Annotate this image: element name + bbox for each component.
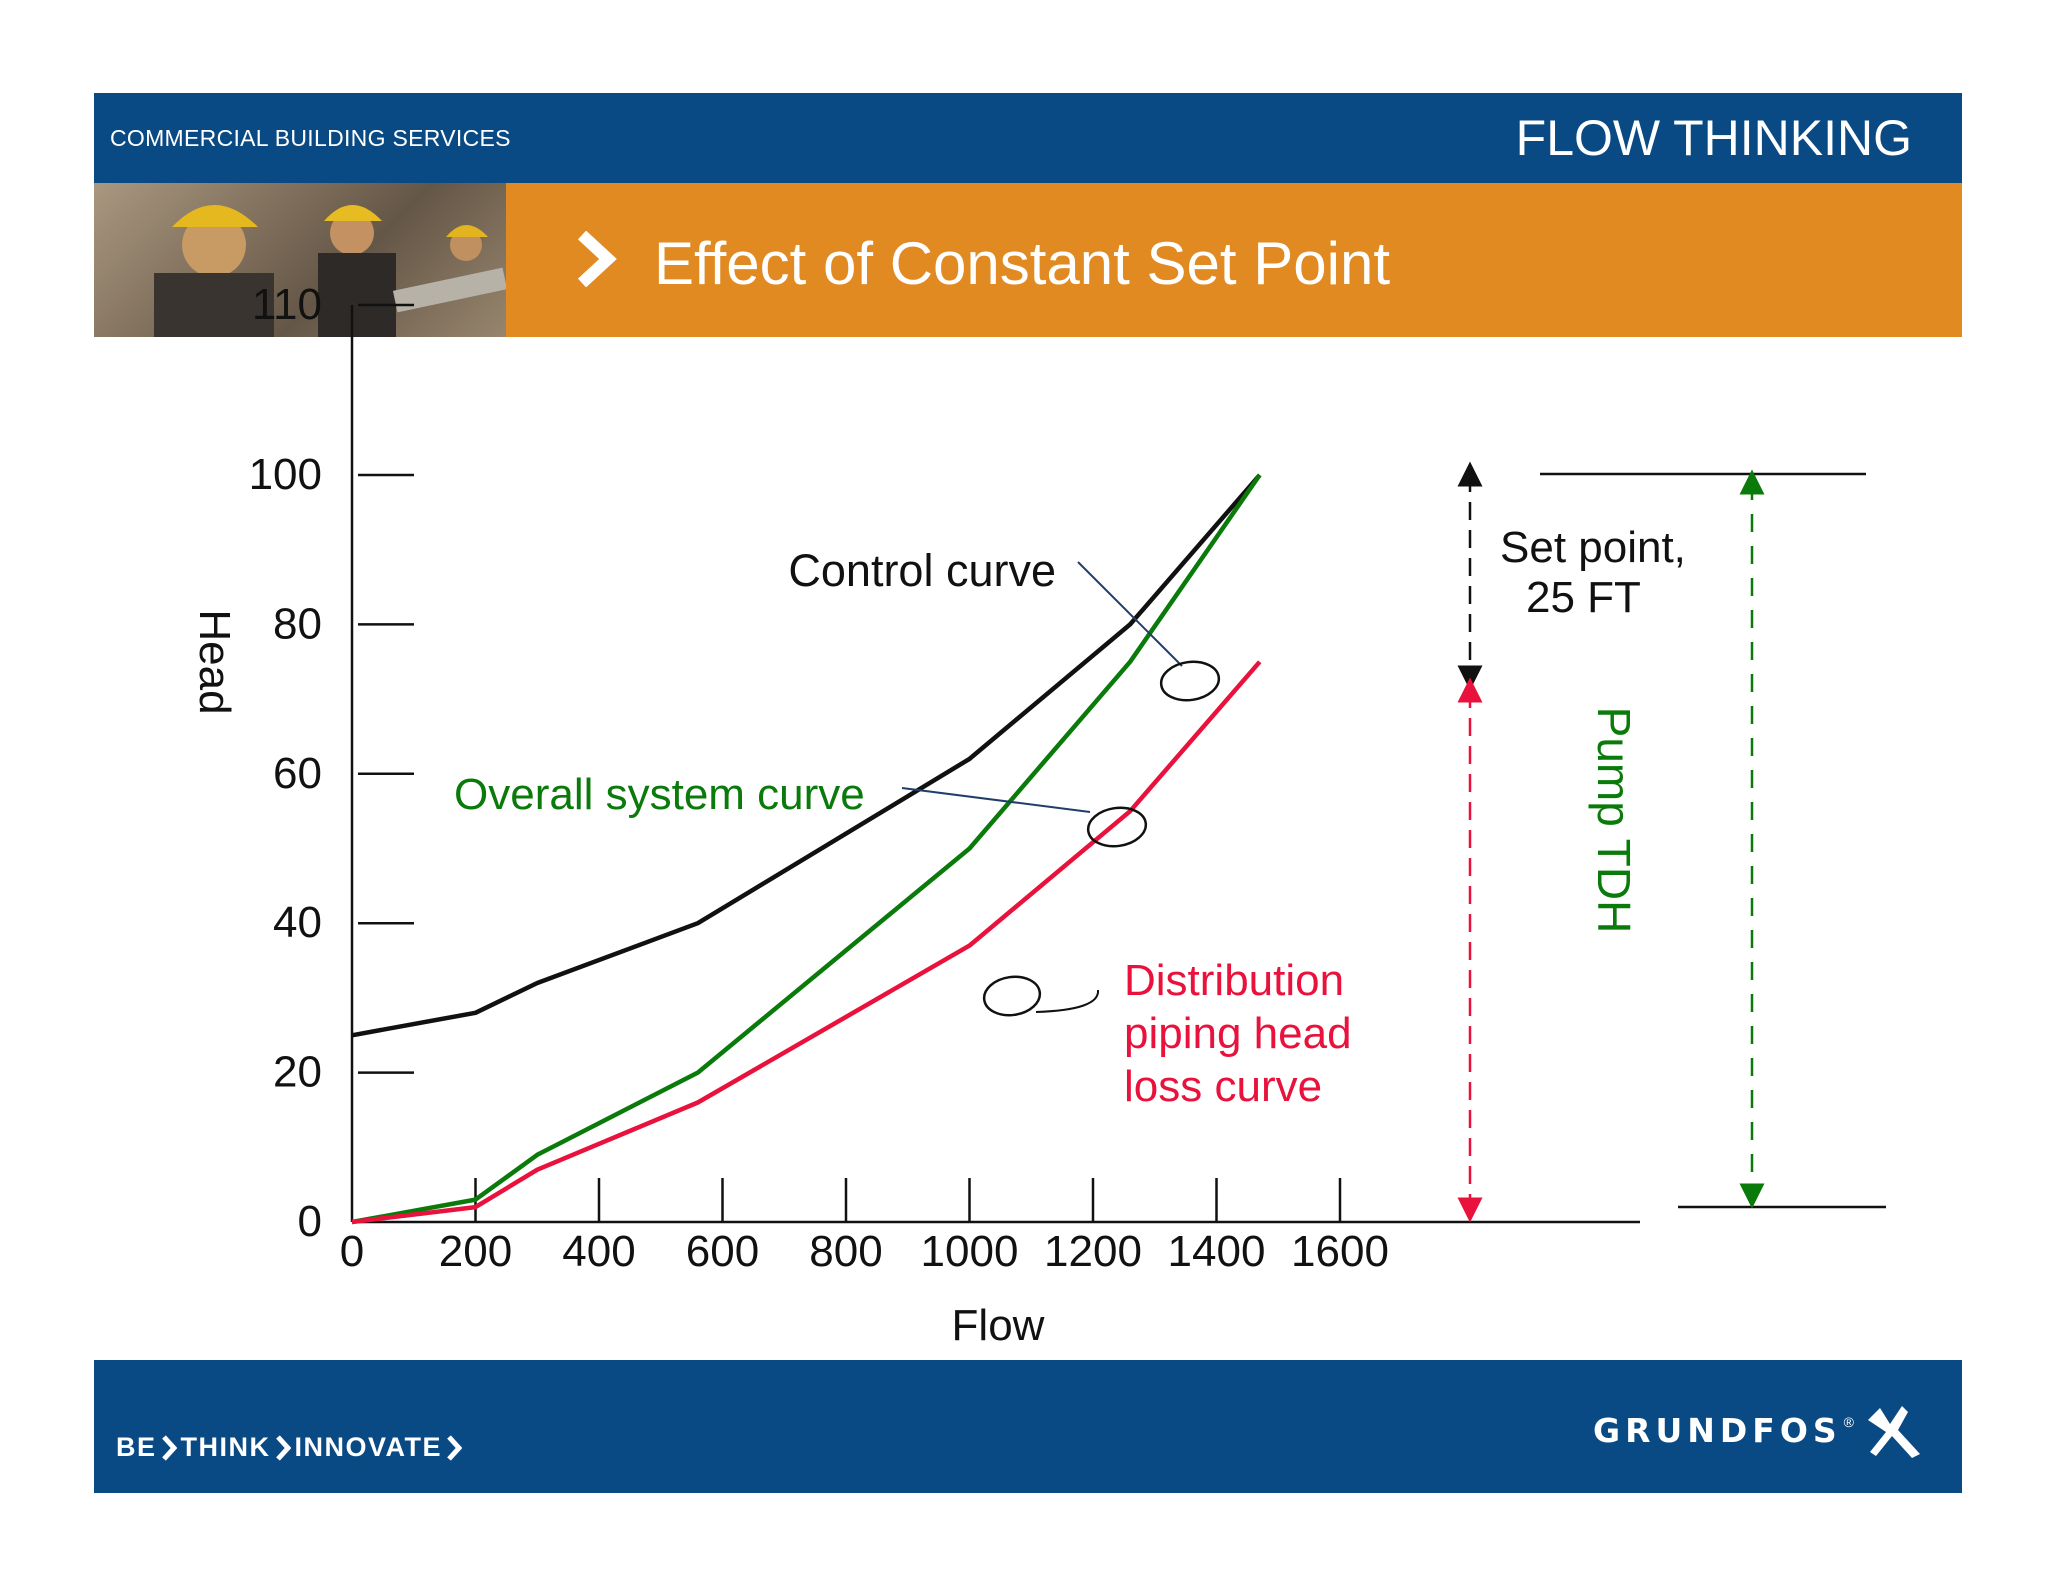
x-tick-label-1200: 1200 <box>1044 1227 1142 1276</box>
control-curve-callout: Control curve <box>788 545 1221 702</box>
set-point-label-line1: Set point, <box>1500 523 1686 572</box>
x-tick-label-200: 200 <box>439 1227 512 1276</box>
chevron-right-icon <box>577 231 617 287</box>
grundfos-logo: GRUNDFOS ® <box>1593 1400 1926 1460</box>
control-curve-line <box>351 473 1262 1038</box>
chevron-right-icon <box>447 1434 463 1461</box>
set-point-label-line2: 25 FT <box>1526 573 1641 622</box>
set-point-dimension: Set point, 25 FT <box>1457 461 1686 691</box>
header-brand-title: FLOW THINKING <box>1515 110 1912 166</box>
y-tick-label-100: 100 <box>249 450 322 499</box>
y-tick-label-20: 20 <box>273 1048 322 1097</box>
x-tick-label-1000: 1000 <box>921 1227 1019 1276</box>
x-tick-label-0: 0 <box>340 1227 364 1276</box>
registered-mark: ® <box>1843 1414 1854 1430</box>
title-band: Effect of Constant Set Point <box>94 183 1962 337</box>
y-tick-label-60: 60 <box>273 749 322 798</box>
slide-title: Effect of Constant Set Point <box>654 230 1390 297</box>
x-axis-title: Flow <box>952 1301 1045 1350</box>
y-axis-title: Head <box>190 609 239 714</box>
pump-tdh-dimension: Pump TDH <box>1540 469 1886 1209</box>
distribution-label-line1: Distribution <box>1124 956 1344 1005</box>
slogan: BE THINK INNOVATE <box>116 1432 466 1463</box>
chevron-right-icon <box>275 1434 291 1461</box>
distribution-label-line2: piping head <box>1124 1009 1352 1058</box>
system-curve-callout: Overall system curve <box>454 770 1148 848</box>
head-flow-chart: 0 20 40 60 80 100 110 0 200 400 600 800 1000 1200 140… <box>190 280 1886 1350</box>
control-curve-label: Control curve <box>788 545 1056 596</box>
grundfos-man-icon <box>1868 1406 1920 1458</box>
x-tick-label-1600: 1600 <box>1291 1227 1389 1276</box>
y-tick-label-110: 110 <box>252 280 322 329</box>
header-bar: COMMERCIAL BUILDING SERVICES FLOW THINKI… <box>94 93 1962 183</box>
x-tick-label-1400: 1400 <box>1168 1227 1266 1276</box>
brand-name: GRUNDFOS <box>1593 1410 1842 1450</box>
slogan-word-innovate: INNOVATE <box>294 1432 443 1462</box>
system-curve-label: Overall system curve <box>454 770 865 819</box>
pump-tdh-label: Pump TDH <box>1588 707 1640 934</box>
x-tick-label-600: 600 <box>686 1227 759 1276</box>
workers-photo <box>94 183 506 337</box>
chevron-right-icon <box>161 1434 177 1461</box>
x-tick-label-400: 400 <box>562 1227 635 1276</box>
y-tick-label-80: 80 <box>273 599 322 648</box>
distribution-label-line3: loss curve <box>1124 1062 1322 1111</box>
header-section-label: COMMERCIAL BUILDING SERVICES <box>110 125 511 151</box>
distribution-head-loss-curve-line <box>351 660 1262 1225</box>
overall-system-curve-line <box>351 473 1262 1225</box>
distribution-curve-callout: Distribution piping head loss curve <box>982 956 1352 1111</box>
footer-bar: BE THINK INNOVATE GRUNDFOS ® <box>94 1360 1962 1493</box>
slogan-word-think: THINK <box>180 1432 271 1462</box>
y-tick-label-40: 40 <box>273 898 322 947</box>
y-tick-label-0: 0 <box>298 1197 322 1246</box>
x-tick-label-800: 800 <box>809 1227 882 1276</box>
slogan-word-be: BE <box>116 1432 157 1462</box>
